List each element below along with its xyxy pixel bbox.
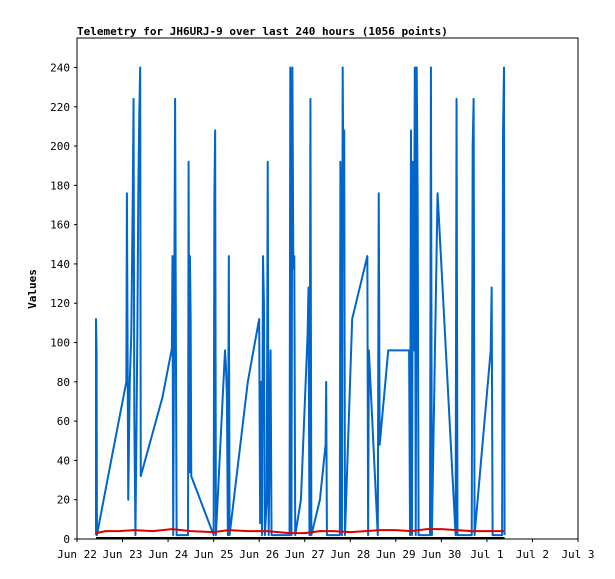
- y-tick-label: 120: [50, 297, 70, 310]
- y-tick-label: 60: [57, 415, 70, 428]
- y-tick-label: 200: [50, 140, 70, 153]
- x-tick-label: Jun 30: [421, 548, 461, 561]
- x-tick-label: Jul 1: [470, 548, 503, 561]
- series-line-1: [95, 528, 504, 535]
- x-tick-label: Jun 25: [194, 548, 234, 561]
- x-tick-label: Jun 23: [103, 548, 143, 561]
- y-tick-label: 100: [50, 337, 70, 350]
- y-tick-label: 40: [57, 454, 70, 467]
- y-axis: 0 20 40 60 80 100 120 140 160 180 200 220 240: [50, 61, 77, 546]
- x-tick-label: Jun 24: [148, 548, 188, 561]
- y-tick-label: 180: [50, 179, 70, 192]
- x-axis: Jun 22 Jun 23 Jun 24 Jun 25 Jun 26 Jun 27 Jun …: [57, 539, 595, 561]
- y-tick-label: 240: [50, 61, 70, 74]
- x-tick-label: Jul 2: [516, 548, 549, 561]
- series-layer: [94, 66, 506, 540]
- y-axis-title: Values: [26, 269, 39, 309]
- x-tick-label: Jun 27: [285, 548, 325, 561]
- y-tick-label: 80: [57, 376, 70, 389]
- x-tick-label: Jun 26: [239, 548, 279, 561]
- y-tick-label: 20: [57, 494, 70, 507]
- y-tick-label: 160: [50, 219, 70, 232]
- y-tick-label: 0: [63, 533, 70, 546]
- chart-title: Telemetry for JH6URJ-9 over last 240 hou…: [77, 25, 448, 38]
- series-line-0: [94, 66, 506, 537]
- x-tick-label: Jun 29: [376, 548, 416, 561]
- y-tick-label: 220: [50, 101, 70, 114]
- x-tick-label: Jun 28: [330, 548, 370, 561]
- x-tick-label: Jun 22: [57, 548, 97, 561]
- y-tick-label: 140: [50, 258, 70, 271]
- x-tick-label: Jul 3: [561, 548, 594, 561]
